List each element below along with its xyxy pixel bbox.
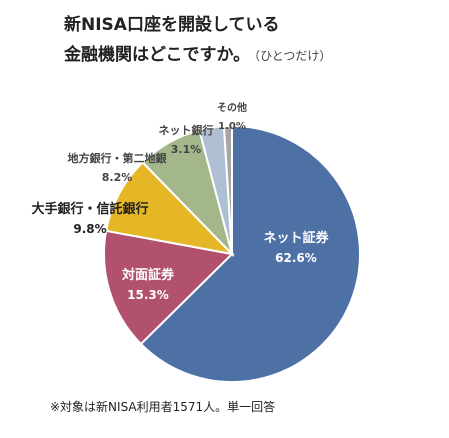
slice-value-label: 62.6%	[275, 251, 317, 265]
pie-slice	[103, 229, 235, 346]
slice-value-label: 1.0%	[218, 121, 246, 132]
pie-slice	[139, 124, 361, 383]
pie-chart: ネット証券 62.6% 対面証券 15.3% 大手銀行・信託銀行 9.8% 地方銀行・第二地…	[31, 101, 361, 383]
footnote: ※対象は新NISA利用者1571人。単一回答	[50, 400, 276, 414]
title-line-1: 新NISA口座を開設している	[64, 15, 280, 35]
title-line-2: 金融機関はどこですか。 （ひとつだけ）	[64, 40, 331, 71]
slice-value-label: 15.3%	[127, 288, 169, 302]
pie-slice	[222, 124, 233, 255]
slice-value-label: 3.1%	[171, 143, 202, 156]
title-line-2-text: 金融機関はどこですか。	[64, 45, 251, 65]
slice-label: 対面証券	[121, 267, 175, 283]
slice-label: その他	[217, 101, 247, 114]
chart-title: 新NISA口座を開設している 金融機関はどこですか。 （ひとつだけ）	[64, 10, 331, 71]
pie-slice	[104, 160, 235, 256]
slice-value-label: 9.8%	[73, 222, 106, 236]
title-subtitle: （ひとつだけ）	[254, 49, 332, 63]
slice-label: 大手銀行・信託銀行	[31, 201, 148, 217]
slice-label: ネット証券	[263, 230, 329, 246]
slice-label: 地方銀行・第二地銀	[68, 151, 167, 165]
slice-label: ネット銀行	[159, 123, 214, 137]
slice-value-label: 8.2%	[102, 171, 133, 184]
